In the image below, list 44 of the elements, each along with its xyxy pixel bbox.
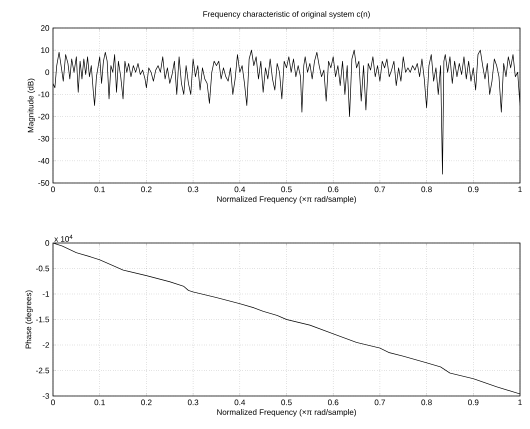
y-tick-label: 20 [40,25,50,31]
text: x 10$^{4}$ [54,234,72,242]
x-tick-label: 0 [51,400,55,406]
x-tick-label: 1 [518,186,522,192]
x-tick-label: 0.5 [281,400,292,406]
x-tick-label: 0.6 [328,186,338,192]
y-tick-label: -1 [42,291,50,297]
y-tick-label: -30 [38,136,50,142]
y-tick-label: -10 [38,92,50,98]
x-tick-label: 0.2 [141,186,152,192]
x-tick-label: 0.7 [374,186,386,192]
y-tick-label: -50 [38,180,50,186]
x-tick-label: 0.6 [328,400,338,406]
y-tick-label: 0 [45,240,50,246]
chart-title: Frequency characteristic of original system c(n) [203,11,370,18]
x-tick-label: 0.3 [188,400,198,406]
y-tick-label: -1.5 [36,316,50,322]
x-tick-label: 0.9 [468,186,478,192]
x-tick-label: 0.8 [421,186,432,192]
x-tick-label: 0.9 [468,400,478,406]
x-tick-label: 1 [518,400,522,406]
x-tick-label: 0.7 [374,400,386,406]
x-tick-label: 0.4 [234,186,246,192]
x-tick-label: 0.3 [188,186,198,192]
y-tick-label: -2 [42,342,50,348]
x-tick-label: 0 [51,186,55,192]
y-tick-label: -20 [38,114,50,120]
y-tick-label: 10 [41,47,50,53]
line-series [53,243,520,394]
x-tick-label: 0.5 [281,186,292,192]
y-tick-label: -2.5 [36,368,50,374]
x-axis-title: Normalized Frequency (×π rad/sample) [217,409,356,417]
x-axis-title: Normalized Frequency (×π rad/sample) [217,196,356,204]
y-tick-label: -3 [42,393,50,399]
y-axis-title: Phase (degrees) [25,290,33,348]
y-tick-label: 0 [45,69,50,76]
x-tick-label: 0.1 [94,186,105,192]
y-tick-label: -40 [38,158,50,164]
x-tick-label: 0.4 [234,400,246,406]
x-tick-label: 0.8 [421,400,432,406]
x-tick-label: 0.2 [141,400,152,406]
y-tick-label: -0.5 [36,266,50,272]
x-tick-label: 0.1 [94,400,105,406]
y-axis-title: Magnitude (dB) [28,78,36,132]
